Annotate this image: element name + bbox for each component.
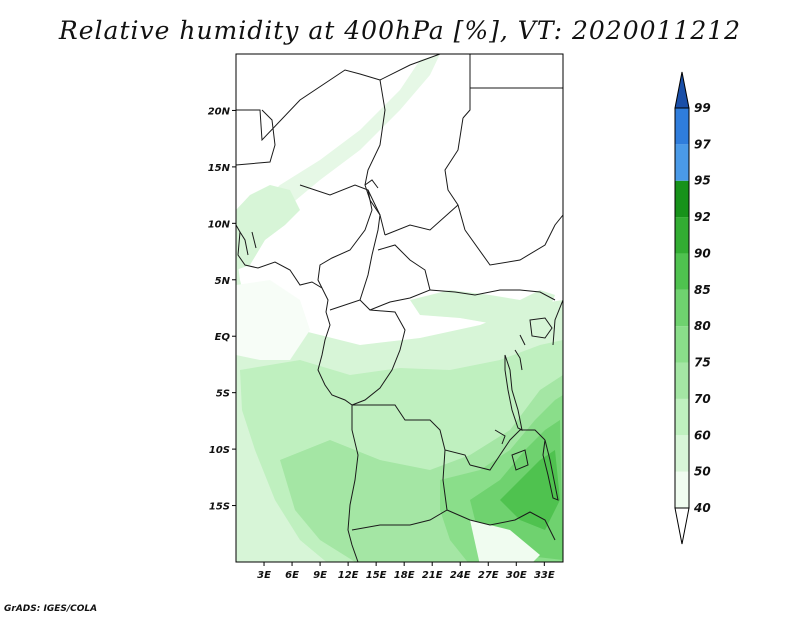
lon-tick-label: 21E: [422, 570, 443, 581]
rh-band-40-southeast: [470, 520, 540, 562]
colorbar-swatch: [675, 326, 689, 363]
colorbar-label: 40: [693, 501, 711, 515]
colorbar-swatch: [675, 144, 689, 181]
longitude-axis: 3E 6E 9E 12E 15E 18E 21E 24E 27E 30E 33E: [257, 562, 555, 581]
coastline-east-africa: [552, 299, 563, 346]
lat-tick-label: EQ: [215, 332, 231, 343]
colorbar-label: 92: [694, 210, 711, 224]
border-cameroon: [329, 189, 381, 311]
border-nigeria: [299, 184, 373, 289]
colorbar-label: 60: [694, 428, 711, 442]
colorbar-label: 90: [694, 246, 711, 260]
colorbar-swatch: [675, 435, 689, 472]
border-zimbabwe: [446, 509, 556, 541]
lat-tick-label: 15S: [209, 502, 230, 513]
lon-tick-label: 30E: [506, 570, 527, 581]
lake-chad: [364, 179, 379, 189]
border-libya-chad: [379, 54, 471, 119]
colorbar-label: 70: [694, 392, 711, 406]
map-title: Relative humidity at 400hPa [%], VT: 202…: [58, 16, 742, 45]
rh-band-50-northwest-plume: [240, 54, 440, 260]
map-boundaries: [236, 54, 563, 562]
border-angola-drc: [352, 404, 471, 466]
colorbar-swatch: [675, 108, 689, 145]
colorbar-max-arrow: [674, 71, 690, 109]
colorbar-outline: [674, 107, 690, 509]
lon-tick-label: 12E: [338, 570, 359, 581]
lon-tick-label: 6E: [285, 570, 299, 581]
lon-tick-label: 33E: [534, 570, 555, 581]
humidity-field: [236, 54, 563, 562]
lat-tick-label: 5N: [215, 276, 231, 287]
lon-tick-label: 15E: [366, 570, 387, 581]
lake-victoria: [529, 317, 553, 339]
latitude-axis: 20N 15N 10N 5N EQ 5S 10S 15S: [208, 106, 236, 513]
lon-tick-label: 9E: [313, 570, 327, 581]
lon-tick-label: 3E: [257, 570, 271, 581]
grads-credit: GrADS: IGES/COLA: [4, 604, 98, 614]
lake-malawi: [542, 439, 559, 501]
colorbar-label: 75: [694, 356, 711, 370]
colorbar: 40 50 60 70 75 80 85 90 92 95 97 99: [674, 71, 711, 545]
lake-tanganyika: [504, 354, 523, 431]
colorbar-min-arrow: [674, 507, 690, 545]
lat-tick-label: 10S: [209, 445, 230, 456]
colorbar-swatch: [675, 362, 689, 399]
rh-band-85: [500, 450, 560, 530]
colorbar-label: 50: [694, 465, 711, 479]
lat-tick-label: 20N: [208, 106, 231, 117]
colorbar-label: 85: [694, 283, 711, 297]
colorbar-label: 95: [694, 174, 711, 188]
border-chad-sudan: [444, 117, 466, 231]
colorbar-swatch: [675, 471, 689, 508]
colorbar-label: 97: [694, 137, 711, 151]
colorbar-swatch: [675, 217, 689, 254]
map-frame: [235, 53, 564, 563]
lon-tick-label: 27E: [478, 570, 499, 581]
river-niger: [239, 231, 257, 256]
lat-tick-label: 5S: [216, 389, 230, 400]
border-niger-chad: [364, 79, 386, 236]
border-mali-niger: [236, 109, 276, 166]
lon-tick-label: 24E: [450, 570, 471, 581]
colorbar-label: 99: [694, 101, 711, 115]
border-congo-drc: [351, 309, 406, 406]
lon-tick-label: 18E: [394, 570, 415, 581]
border-sudan-south: [464, 214, 563, 266]
colorbar-label: 80: [694, 319, 711, 333]
lake-kivu-albert: [514, 334, 526, 371]
colorbar-swatch: [675, 180, 689, 218]
coastline-west-africa: [236, 224, 359, 562]
lake-mweru: [494, 429, 529, 471]
colorbar-swatch: [675, 289, 689, 327]
colorbar-swatch: [675, 398, 689, 436]
lat-tick-label: 10N: [208, 219, 231, 230]
colorbar-swatch: [675, 253, 689, 290]
border-zambia: [469, 429, 546, 471]
rh-band-60-central-strip: [410, 290, 555, 325]
rh-band-40-gulf: [236, 280, 310, 360]
border-algeria-niger: [236, 69, 381, 142]
border-drc-north: [429, 289, 556, 301]
rh-band-60-west-coast-strip: [236, 185, 300, 270]
lat-tick-label: 15N: [208, 163, 231, 174]
border-angola-zambia-namibia: [351, 449, 448, 531]
